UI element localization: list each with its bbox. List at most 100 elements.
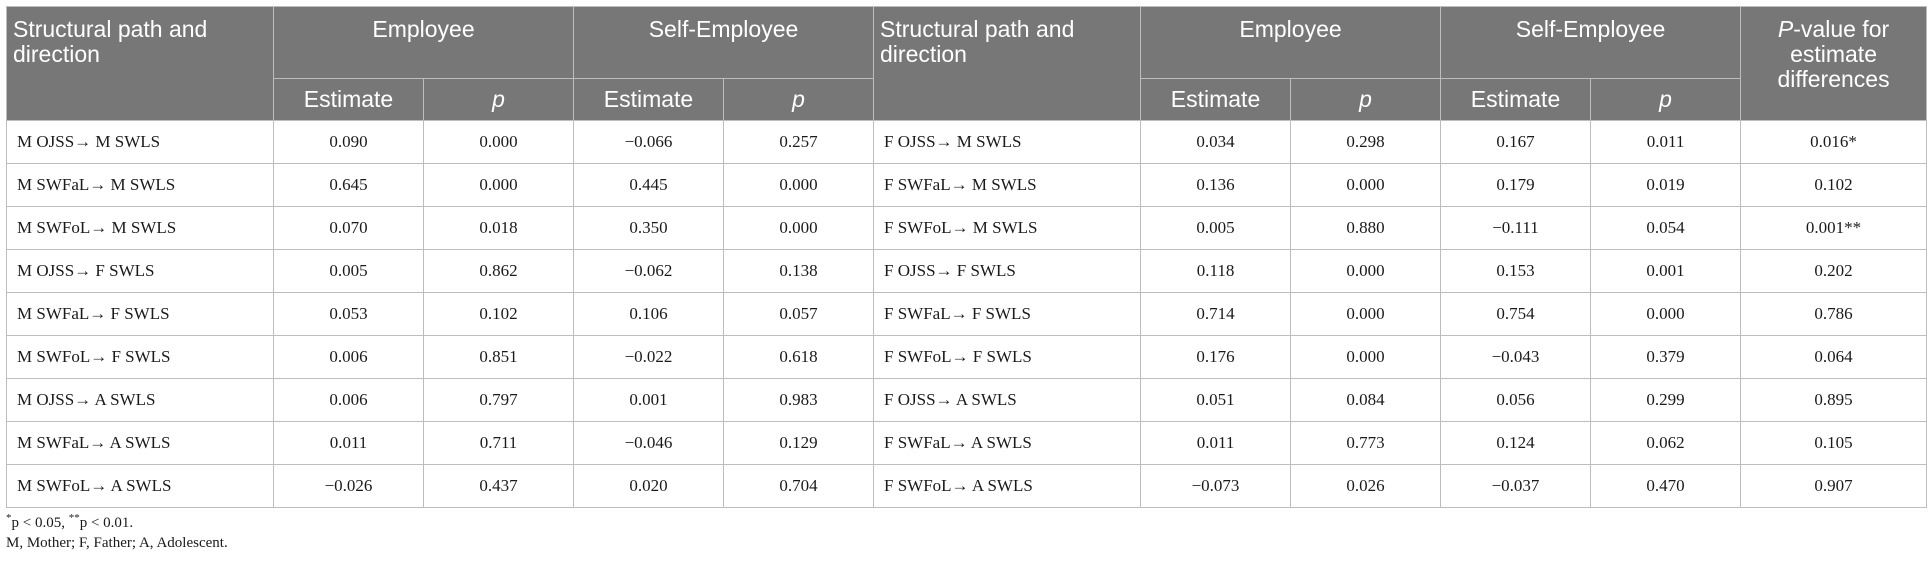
table-body: M OJSS→ M SWLS 0.090 0.000 −0.066 0.257 F OJS… [6,120,1928,508]
header-p: p [1590,78,1742,121]
self-employee-estimate-cell: 0.179 [1440,163,1592,207]
header-pvalue-differences: P-value for estimate differences [1740,6,1928,121]
self-employee-p-cell: 0.704 [722,464,875,508]
self-employee-p-cell: 0.001 [1590,249,1742,293]
employee-p-cell: 0.026 [1290,464,1442,508]
path-father-cell: F SWFoL→ A SWLS [873,464,1142,508]
table-row: M OJSS→ A SWLS 0.006 0.797 0.001 0.983 F OJSS… [6,378,1928,422]
employee-estimate-cell: 0.051 [1140,378,1292,422]
self-employee-p-cell: 0.000 [722,206,875,250]
pvalue-difference-cell: 0.105 [1740,421,1928,465]
self-employee-p-cell: 0.000 [722,163,875,207]
employee-p-cell: 0.084 [1290,378,1442,422]
path-mother-cell: M SWFoL→ A SWLS [6,464,274,508]
employee-p-cell: 0.862 [423,249,574,293]
employee-estimate-cell: 0.011 [273,421,424,465]
header-estimate: Estimate [573,78,724,121]
employee-estimate-cell: −0.073 [1140,464,1292,508]
self-employee-p-cell: 0.618 [722,335,875,379]
employee-p-cell: 0.000 [1290,335,1442,379]
header-p: p [423,78,574,121]
employee-p-cell: 0.000 [1290,163,1442,207]
pvalue-difference-cell: 0.001** [1740,206,1928,250]
table-row: M OJSS→ F SWLS 0.005 0.862 −0.062 0.138 F OJS… [6,249,1928,293]
abbreviation-note: M, Mother; F, Father; A, Adolescent. [6,535,228,551]
path-mother-cell: M SWFoL→ M SWLS [6,206,274,250]
self-employee-p-cell: 0.054 [1590,206,1742,250]
header-path-father: Structural path and direction [873,6,1142,121]
path-father-cell: F SWFoL→ F SWLS [873,335,1142,379]
self-employee-estimate-cell: 0.350 [573,206,724,250]
pvalue-difference-cell: 0.786 [1740,292,1928,336]
header-p-label: p [1659,86,1672,112]
self-employee-p-cell: 0.129 [722,421,875,465]
header-estimate: Estimate [273,78,424,121]
sig-mark-b: ** [68,512,80,524]
employee-estimate-cell: 0.006 [273,378,424,422]
path-father-cell: F OJSS→ A SWLS [873,378,1142,422]
self-employee-p-cell: 0.000 [1590,292,1742,336]
employee-p-cell: 0.000 [423,120,574,164]
self-employee-p-cell: 0.019 [1590,163,1742,207]
header-p-label: p [1359,86,1372,112]
header-pvalue-italic: P [1777,16,1794,42]
header-employee-mother: Employee [273,6,574,79]
employee-p-cell: 0.102 [423,292,574,336]
employee-estimate-cell: 0.176 [1140,335,1292,379]
employee-estimate-cell: 0.118 [1140,249,1292,293]
employee-estimate-cell: −0.026 [273,464,424,508]
path-mother-cell: M SWFaL→ F SWLS [6,292,274,336]
header-employee-father: Employee [1140,6,1442,79]
employee-estimate-cell: 0.006 [273,335,424,379]
table-row: M SWFaL→ M SWLS 0.645 0.000 0.445 0.000 F SWF… [6,163,1928,207]
table-row: M SWFoL→ M SWLS 0.070 0.018 0.350 0.000 F SWF… [6,206,1928,250]
self-employee-p-cell: 0.379 [1590,335,1742,379]
header-estimate: Estimate [1140,78,1292,121]
results-table: Structural path and direction Employee S… [6,6,1928,508]
employee-p-cell: 0.000 [423,163,574,207]
employee-estimate-cell: 0.011 [1140,421,1292,465]
employee-estimate-cell: 0.136 [1140,163,1292,207]
self-employee-estimate-cell: 0.167 [1440,120,1592,164]
table-row: M OJSS→ M SWLS 0.090 0.000 −0.066 0.257 F OJS… [6,120,1928,164]
table-row: M SWFaL→ F SWLS 0.053 0.102 0.106 0.057 F SWF… [6,292,1928,336]
self-employee-estimate-cell: 0.754 [1440,292,1592,336]
employee-p-cell: 0.000 [1290,292,1442,336]
self-employee-estimate-cell: 0.020 [573,464,724,508]
employee-estimate-cell: 0.005 [273,249,424,293]
self-employee-p-cell: 0.011 [1590,120,1742,164]
path-mother-cell: M SWFaL→ A SWLS [6,421,274,465]
table-container: Structural path and direction Employee S… [6,6,1928,553]
header-path-mother: Structural path and direction [6,6,274,121]
sig-text-b: p < 0.01. [79,515,134,531]
self-employee-p-cell: 0.470 [1590,464,1742,508]
header-p: p [1290,78,1442,121]
self-employee-estimate-cell: 0.106 [573,292,724,336]
employee-estimate-cell: 0.090 [273,120,424,164]
self-employee-p-cell: 0.257 [722,120,875,164]
path-father-cell: F SWFaL→ A SWLS [873,421,1142,465]
pvalue-difference-cell: 0.202 [1740,249,1928,293]
path-mother-cell: M SWFaL→ M SWLS [6,163,274,207]
pvalue-difference-cell: 0.895 [1740,378,1928,422]
employee-estimate-cell: 0.053 [273,292,424,336]
employee-p-cell: 0.298 [1290,120,1442,164]
header-p: p [722,78,875,121]
employee-estimate-cell: 0.714 [1140,292,1292,336]
pvalue-difference-cell: 0.102 [1740,163,1928,207]
employee-estimate-cell: 0.070 [273,206,424,250]
path-mother-cell: M OJSS→ M SWLS [6,120,274,164]
path-father-cell: F OJSS→ M SWLS [873,120,1142,164]
table-footnotes: *p < 0.05, **p < 0.01. M, Mother; F, Fat… [6,513,1926,553]
employee-estimate-cell: 0.034 [1140,120,1292,164]
table-row: M SWFaL→ A SWLS 0.011 0.711 −0.046 0.129 F SW… [6,421,1928,465]
employee-estimate-cell: 0.645 [273,163,424,207]
header-pvalue-rest: -value for estimate differences [1777,16,1890,92]
path-mother-cell: M OJSS→ F SWLS [6,249,274,293]
sig-mark-a: * [6,512,12,524]
employee-p-cell: 0.711 [423,421,574,465]
self-employee-p-cell: 0.062 [1590,421,1742,465]
self-employee-p-cell: 0.299 [1590,378,1742,422]
header-self-employee-father: Self-Employee [1440,6,1742,79]
path-father-cell: F SWFaL→ F SWLS [873,292,1142,336]
